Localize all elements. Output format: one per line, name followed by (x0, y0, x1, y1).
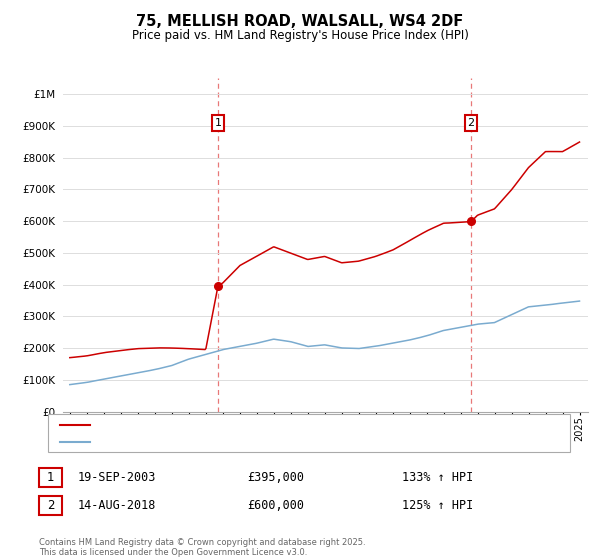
Text: £600,000: £600,000 (248, 498, 305, 512)
Text: 1: 1 (214, 118, 221, 128)
Text: 133% ↑ HPI: 133% ↑ HPI (403, 470, 473, 484)
Text: £395,000: £395,000 (248, 470, 305, 484)
Text: Contains HM Land Registry data © Crown copyright and database right 2025.
This d: Contains HM Land Registry data © Crown c… (39, 538, 365, 557)
Text: 125% ↑ HPI: 125% ↑ HPI (403, 498, 473, 512)
Text: 2: 2 (47, 498, 54, 512)
Text: HPI: Average price, detached house, Walsall: HPI: Average price, detached house, Wals… (96, 437, 326, 447)
Text: 1: 1 (47, 470, 54, 484)
Text: 75, MELLISH ROAD, WALSALL, WS4 2DF: 75, MELLISH ROAD, WALSALL, WS4 2DF (136, 14, 464, 29)
Text: 19-SEP-2003: 19-SEP-2003 (78, 470, 156, 484)
Text: 14-AUG-2018: 14-AUG-2018 (78, 498, 156, 512)
Text: Price paid vs. HM Land Registry's House Price Index (HPI): Price paid vs. HM Land Registry's House … (131, 29, 469, 42)
Text: 2: 2 (467, 118, 475, 128)
Text: 75, MELLISH ROAD, WALSALL, WS4 2DF (detached house): 75, MELLISH ROAD, WALSALL, WS4 2DF (deta… (96, 420, 397, 430)
